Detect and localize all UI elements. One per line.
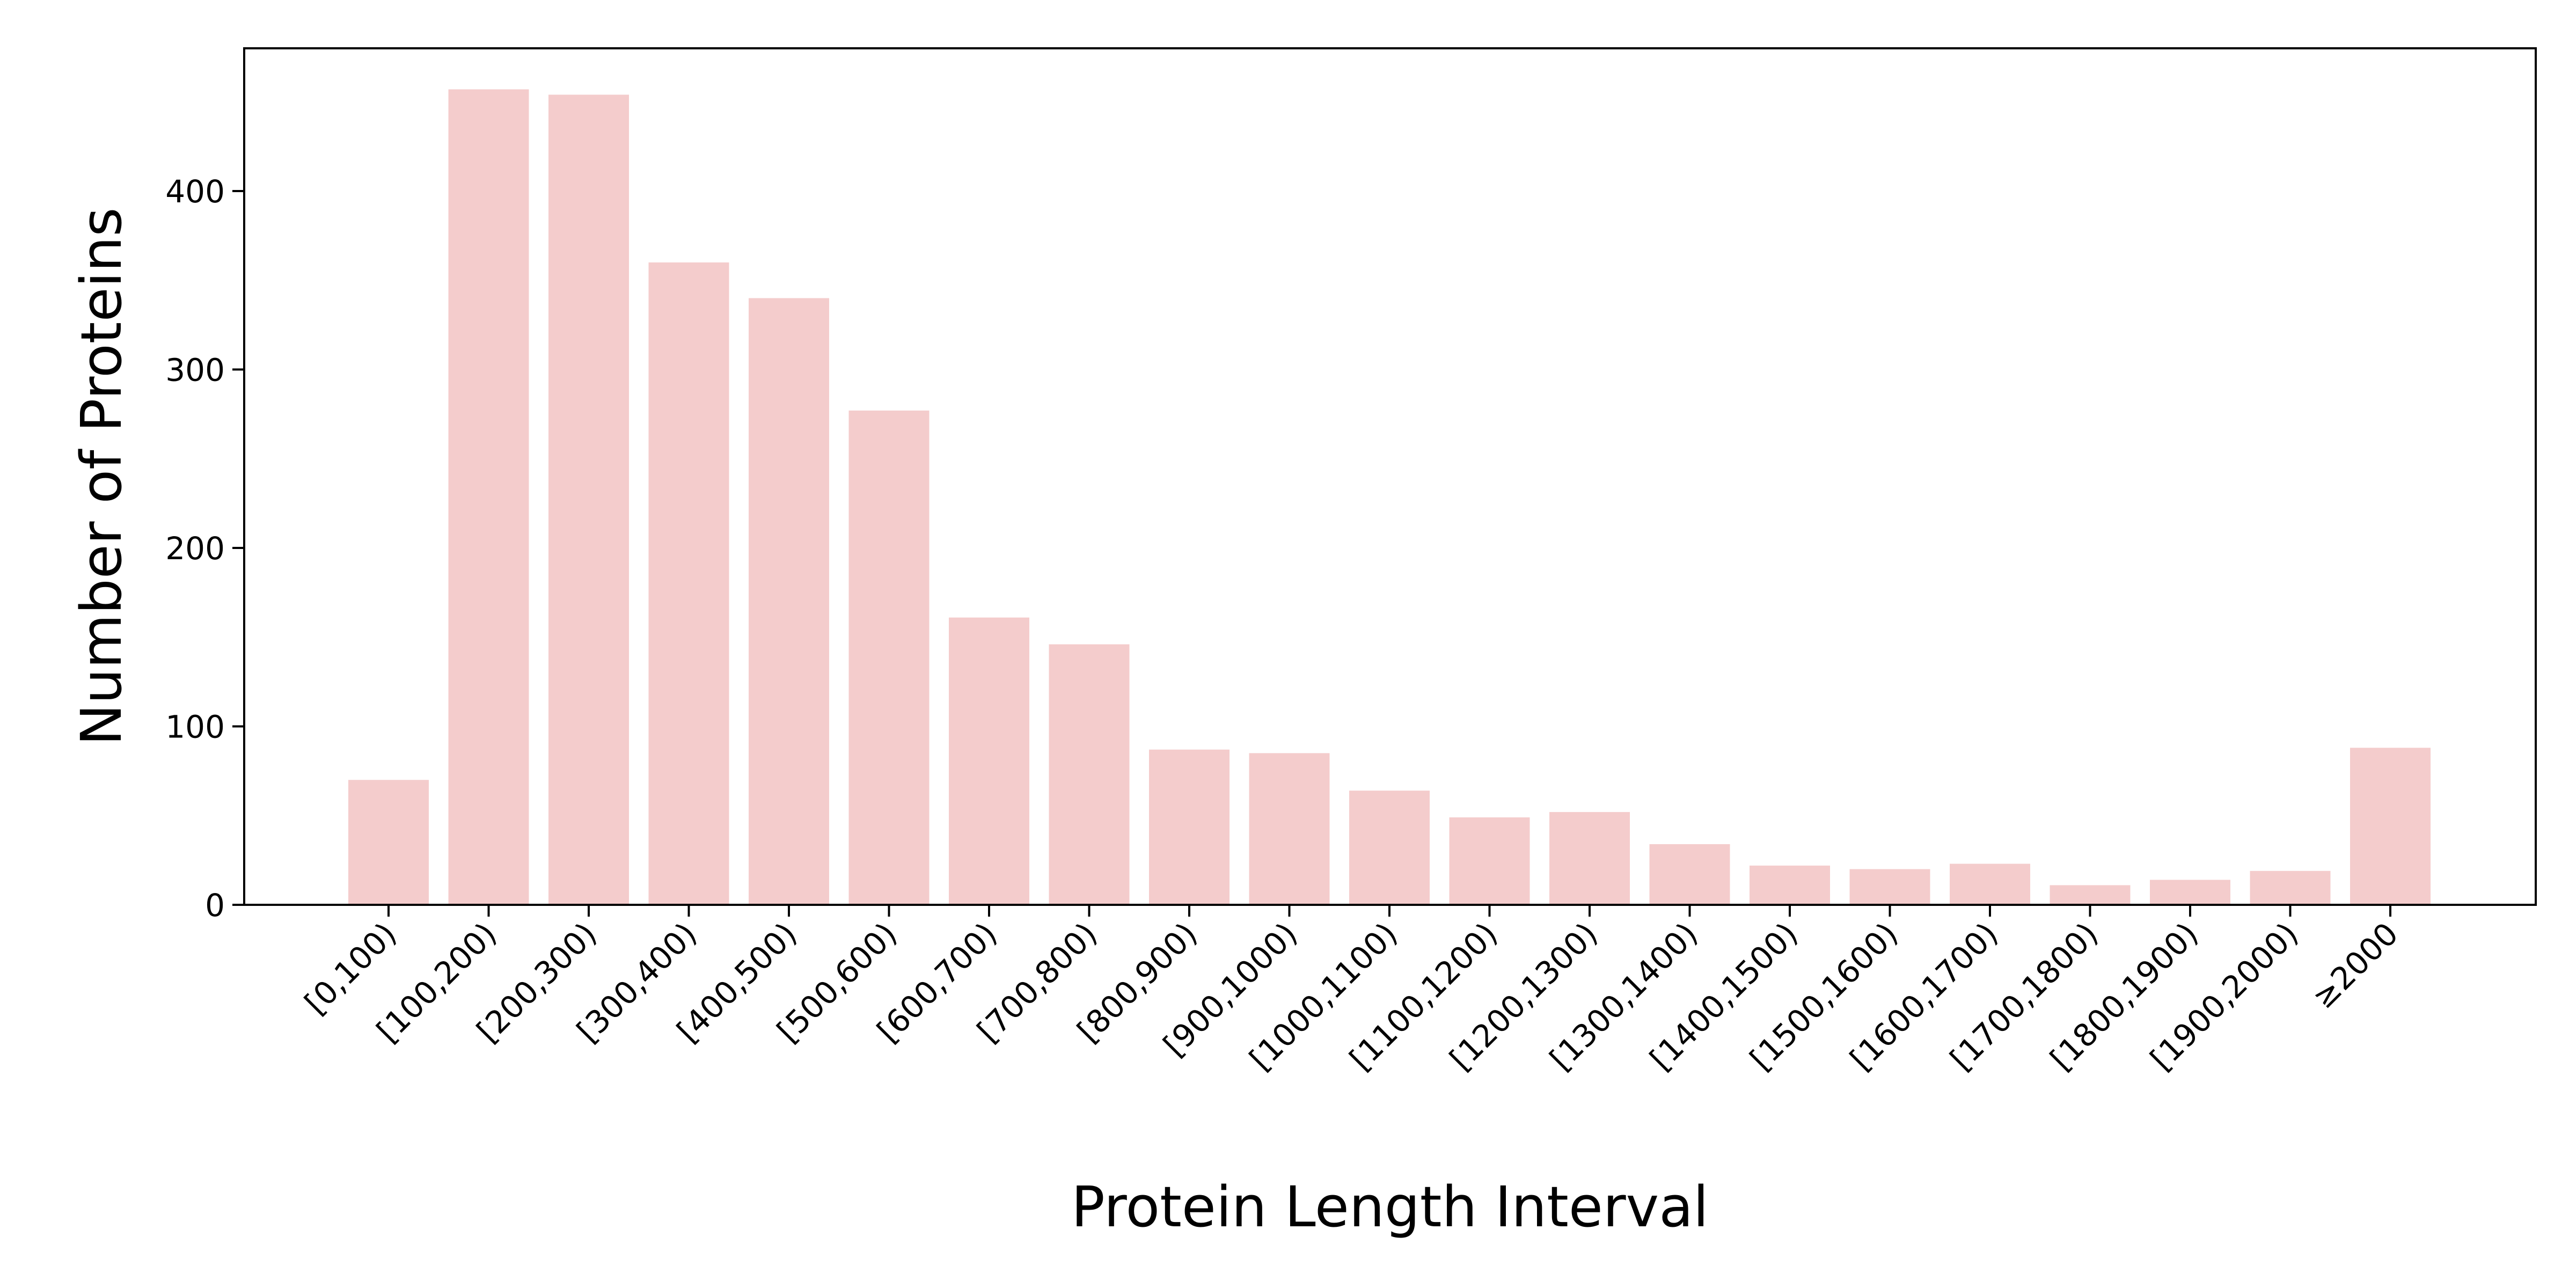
bar: [1849, 869, 1930, 905]
y-tick-label: 0: [205, 887, 225, 924]
bar: [1249, 753, 1330, 905]
y-tick-label: 400: [165, 173, 225, 210]
bar: [1950, 863, 2030, 905]
y-axis-ticks: 0 100 200 300 400: [165, 173, 244, 924]
bar: [1149, 749, 1230, 905]
bar: [548, 94, 629, 905]
bar: [949, 617, 1029, 905]
bar: [348, 780, 429, 905]
y-tick-label: 200: [165, 530, 225, 567]
y-tick-label: 100: [165, 709, 225, 745]
y-axis-title: Number of Proteins: [69, 208, 134, 746]
bar: [2150, 880, 2230, 905]
bar: [648, 262, 729, 905]
bar: [2050, 885, 2131, 905]
x-tick-label: ≥2000: [2305, 916, 2405, 1016]
bar: [749, 298, 829, 905]
bar: [1349, 791, 1430, 905]
bar: [1449, 817, 1530, 905]
bar: [448, 89, 529, 905]
x-axis-ticks: [0,100)[100,200)[200,300)[300,400)[400,5…: [297, 905, 2405, 1078]
x-axis-title: Protein Length Interval: [1071, 1174, 1709, 1240]
bar: [2250, 870, 2331, 905]
bar: [1549, 812, 1630, 905]
bar: [1750, 865, 1830, 905]
bar: [1649, 844, 1730, 905]
plot-frame: [243, 47, 2537, 906]
y-tick-label: 300: [165, 352, 225, 389]
bars-group: [348, 89, 2431, 905]
bar: [1049, 644, 1130, 905]
bar: [848, 410, 930, 905]
bar: [2350, 748, 2431, 905]
